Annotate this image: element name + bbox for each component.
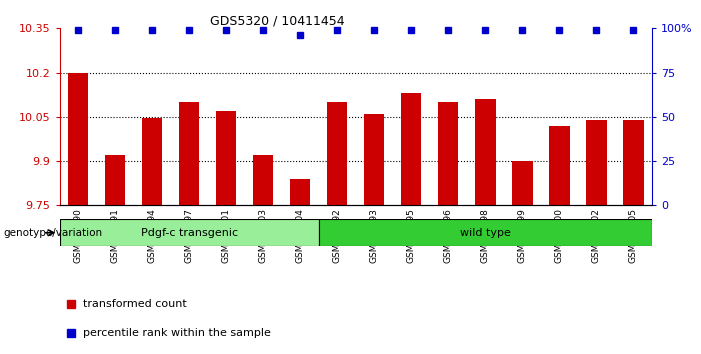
Bar xyxy=(364,114,384,205)
Bar xyxy=(319,219,652,246)
Bar xyxy=(253,155,273,205)
Bar xyxy=(290,179,311,205)
Text: transformed count: transformed count xyxy=(83,299,187,309)
Bar xyxy=(142,118,163,205)
Bar xyxy=(438,102,458,205)
Bar xyxy=(401,93,421,205)
Text: genotype/variation: genotype/variation xyxy=(4,228,102,238)
Bar xyxy=(475,99,496,205)
Text: GDS5320 / 10411454: GDS5320 / 10411454 xyxy=(210,14,345,27)
Bar xyxy=(68,73,88,205)
Bar xyxy=(623,120,644,205)
Text: Pdgf-c transgenic: Pdgf-c transgenic xyxy=(141,228,238,238)
Bar xyxy=(179,102,199,205)
Text: percentile rank within the sample: percentile rank within the sample xyxy=(83,328,271,338)
Bar xyxy=(512,161,533,205)
Bar xyxy=(105,155,125,205)
Bar xyxy=(549,126,569,205)
Bar xyxy=(327,102,348,205)
Text: wild type: wild type xyxy=(460,228,511,238)
Bar xyxy=(60,219,319,246)
Bar xyxy=(216,111,236,205)
Bar xyxy=(586,120,606,205)
